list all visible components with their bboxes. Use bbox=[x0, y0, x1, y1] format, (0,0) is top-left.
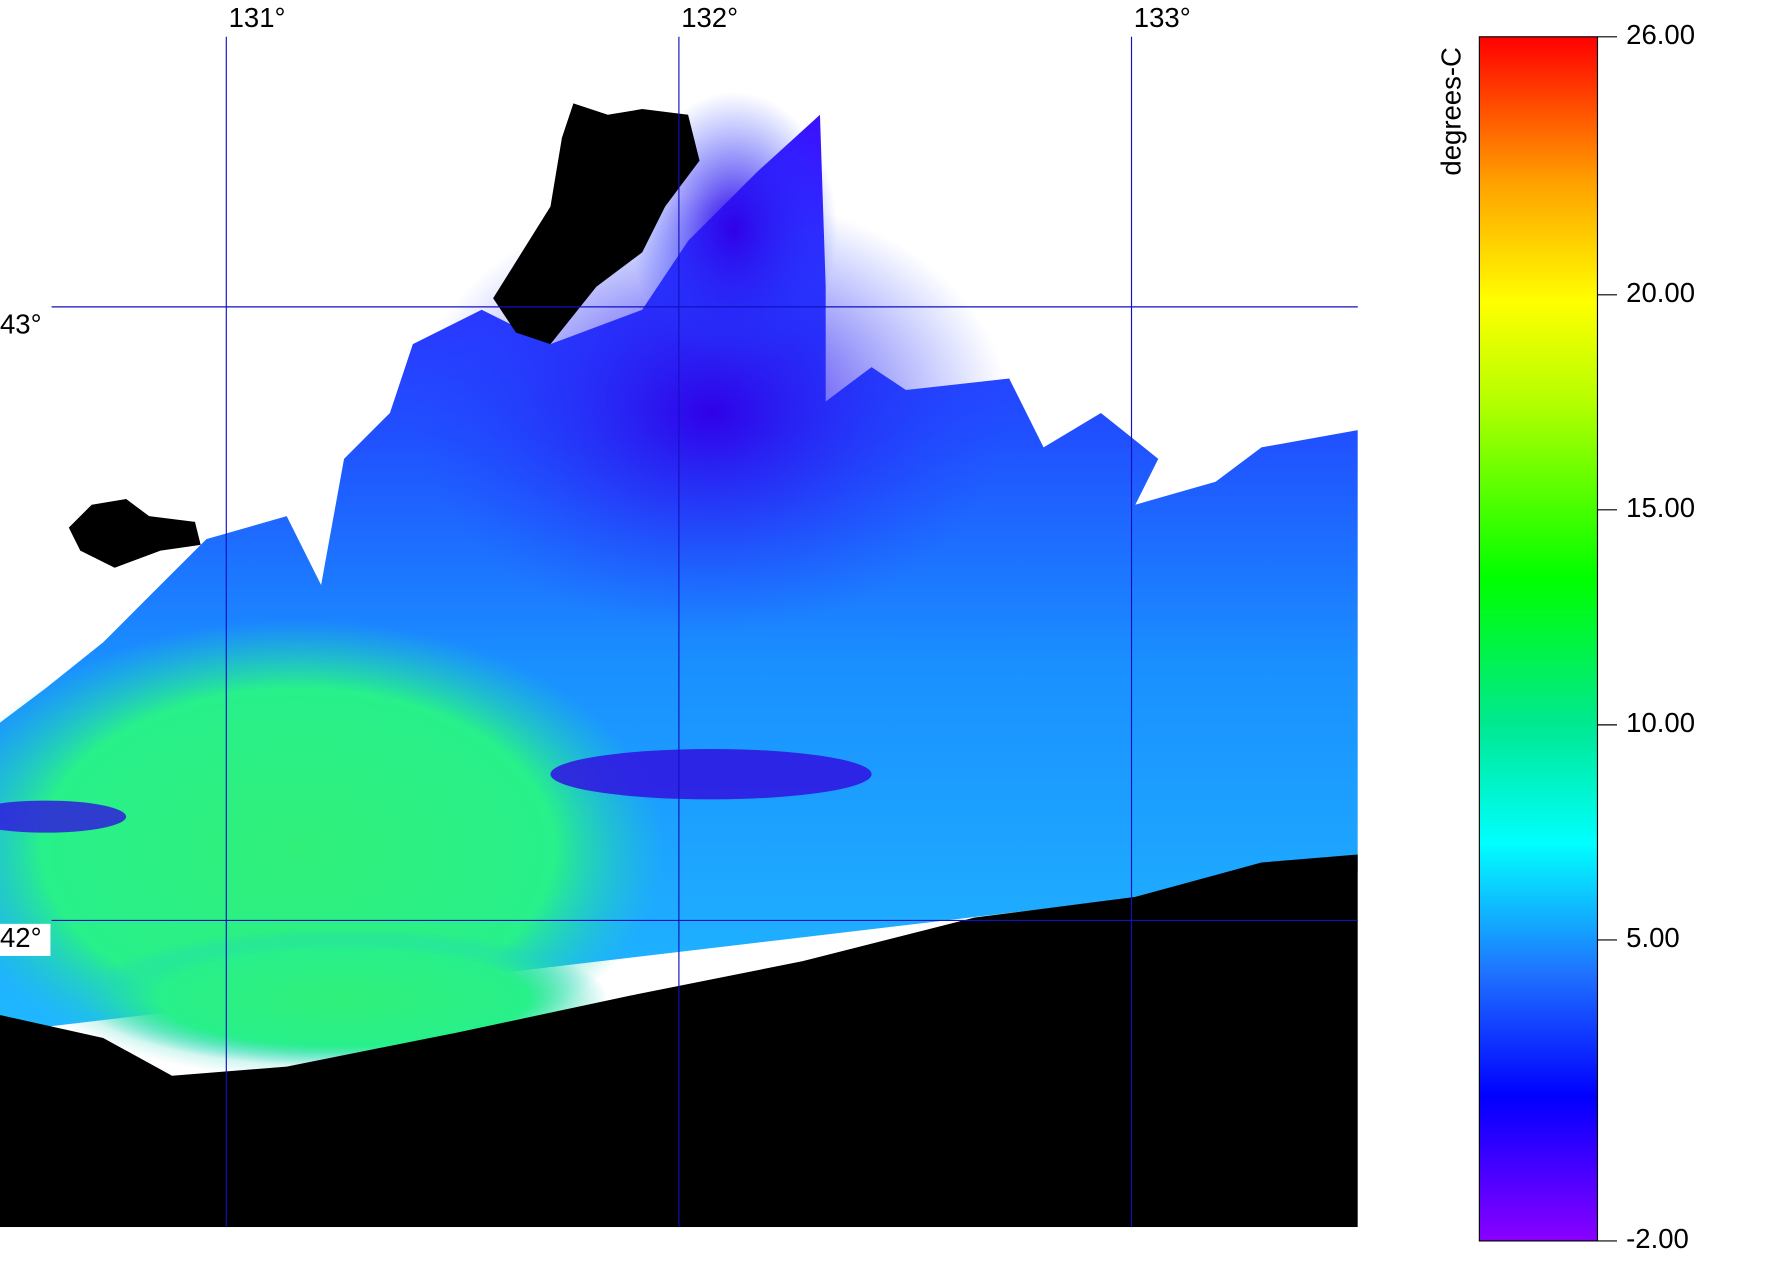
land-cloud bbox=[68, 498, 201, 568]
colorbar-tick-label: 15.00 bbox=[1626, 492, 1695, 523]
label-background bbox=[0, 310, 51, 343]
cold-streak bbox=[0, 800, 127, 833]
colorbar-tick-label: 26.00 bbox=[1626, 19, 1695, 50]
lon-label: 132° bbox=[681, 2, 738, 33]
colorbar-tick-label: 10.00 bbox=[1626, 707, 1695, 738]
colorbar-tick-label: 20.00 bbox=[1626, 277, 1695, 308]
cold-streak bbox=[550, 748, 872, 800]
lat-label: 42° bbox=[0, 922, 42, 953]
colorbar-tick-label: -2.00 bbox=[1626, 1223, 1689, 1254]
lon-label: 133° bbox=[1134, 2, 1191, 33]
lon-label: 131° bbox=[229, 2, 286, 33]
colorbar-label: degrees-C bbox=[1435, 47, 1466, 175]
colorbar-tick-label: 5.00 bbox=[1626, 922, 1680, 953]
label-background bbox=[0, 923, 51, 956]
no-data-band bbox=[0, 1227, 1358, 1228]
lat-label: 43° bbox=[0, 309, 42, 340]
land-cloud bbox=[493, 103, 700, 345]
colorbar bbox=[1478, 36, 1599, 1242]
graticule bbox=[51, 36, 1358, 1228]
